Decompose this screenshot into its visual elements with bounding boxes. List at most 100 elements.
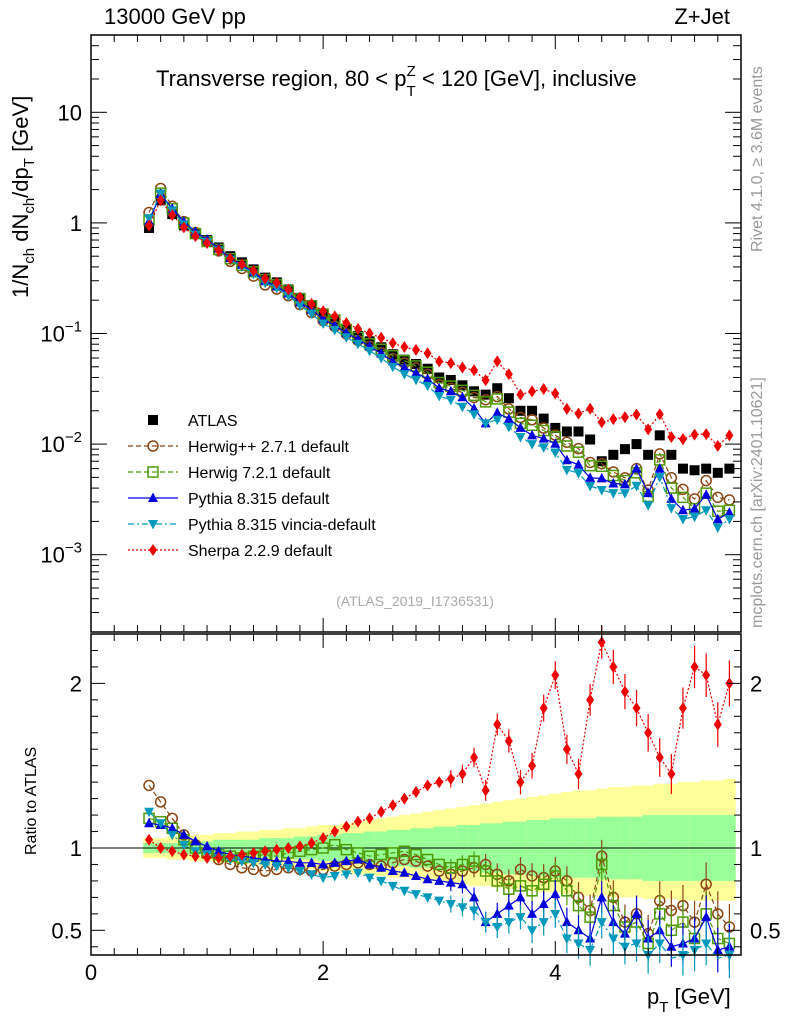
marker xyxy=(479,865,492,877)
marker xyxy=(400,792,409,805)
marker xyxy=(608,478,619,488)
chart-title-sup: Z xyxy=(407,63,416,80)
marker xyxy=(469,891,480,902)
marker xyxy=(249,264,258,277)
marker xyxy=(677,504,688,515)
marker xyxy=(550,888,561,899)
rivet-label: Rivet 4.1.0, ≥ 3.6M events xyxy=(749,66,766,252)
marker xyxy=(643,501,654,511)
marker xyxy=(712,467,723,478)
marker xyxy=(330,310,339,323)
marker xyxy=(149,544,157,556)
marker xyxy=(619,942,630,953)
marker xyxy=(329,838,341,851)
chart-title-part-a: Transverse region, 80 < p xyxy=(156,66,407,91)
marker xyxy=(550,909,561,920)
marker xyxy=(631,439,642,450)
marker xyxy=(503,900,514,910)
marker xyxy=(364,346,375,357)
marker xyxy=(421,853,434,866)
marker xyxy=(491,875,503,887)
marker xyxy=(491,393,503,405)
ratio-y-axis-label: Ratio to ATLAS xyxy=(23,747,40,855)
marker xyxy=(655,408,664,421)
marker xyxy=(422,373,433,383)
marker xyxy=(527,405,538,416)
marker xyxy=(457,878,468,889)
marker xyxy=(422,893,433,903)
marker xyxy=(584,911,596,923)
marker xyxy=(631,481,642,492)
marker xyxy=(398,853,411,866)
ratio-tick-label-right: 1 xyxy=(750,836,762,861)
marker xyxy=(481,374,490,387)
marker xyxy=(503,422,514,433)
marker xyxy=(318,319,329,330)
mcplots-label: mcplots.cern.ch [arXiv:2401.10621] xyxy=(749,377,766,628)
marker xyxy=(585,434,596,445)
x-axis-label: pT [GeV] xyxy=(647,984,731,1016)
marker xyxy=(492,923,503,933)
marker xyxy=(608,916,619,927)
marker xyxy=(690,660,699,673)
marker xyxy=(156,842,165,854)
marker xyxy=(469,906,480,917)
marker xyxy=(295,840,304,853)
marker xyxy=(457,903,468,913)
marker xyxy=(574,767,583,780)
ratio-tick-label-right: 2 xyxy=(750,671,762,696)
marker xyxy=(168,209,177,222)
marker xyxy=(631,908,642,918)
marker xyxy=(435,776,444,789)
series-pythia-8-315-vincia-default xyxy=(144,189,735,978)
marker xyxy=(608,934,619,945)
marker xyxy=(145,833,154,846)
marker xyxy=(155,819,166,829)
marker xyxy=(375,848,387,861)
marker xyxy=(399,867,410,877)
ratio-tick-label-left: 0.5 xyxy=(51,918,82,943)
marker xyxy=(271,862,282,872)
marker xyxy=(434,382,445,393)
marker xyxy=(619,489,630,499)
marker xyxy=(620,411,629,424)
data-series xyxy=(143,182,736,978)
marker xyxy=(538,433,549,443)
marker xyxy=(203,237,212,250)
marker xyxy=(586,402,595,415)
marker xyxy=(260,860,271,870)
marker xyxy=(319,832,328,845)
marker xyxy=(446,772,455,785)
marker xyxy=(143,779,155,792)
marker xyxy=(178,829,189,839)
marker xyxy=(364,873,375,884)
marker xyxy=(515,913,526,923)
marker xyxy=(654,473,665,483)
marker xyxy=(410,848,422,861)
marker xyxy=(667,430,676,443)
marker xyxy=(283,863,294,874)
marker xyxy=(596,918,607,928)
marker xyxy=(203,851,212,864)
marker xyxy=(342,317,351,330)
marker xyxy=(261,845,270,858)
axis-ticks: 0 2 4 10 1 10−1 10−2 10−3 0.5 0.5 1 1 2 2 xyxy=(40,34,781,985)
marker xyxy=(678,702,687,715)
marker xyxy=(493,355,502,368)
marker xyxy=(572,446,585,458)
marker xyxy=(435,355,444,368)
marker xyxy=(562,402,571,415)
marker xyxy=(283,855,294,866)
marker xyxy=(551,387,560,400)
marker xyxy=(678,433,687,446)
marker xyxy=(423,779,432,792)
marker xyxy=(666,504,677,514)
marker xyxy=(399,370,410,380)
y-tick-label: 10 xyxy=(58,100,82,125)
marker xyxy=(342,820,351,833)
marker xyxy=(411,890,421,900)
marker xyxy=(399,361,410,372)
marker xyxy=(412,786,420,799)
marker xyxy=(294,867,305,877)
